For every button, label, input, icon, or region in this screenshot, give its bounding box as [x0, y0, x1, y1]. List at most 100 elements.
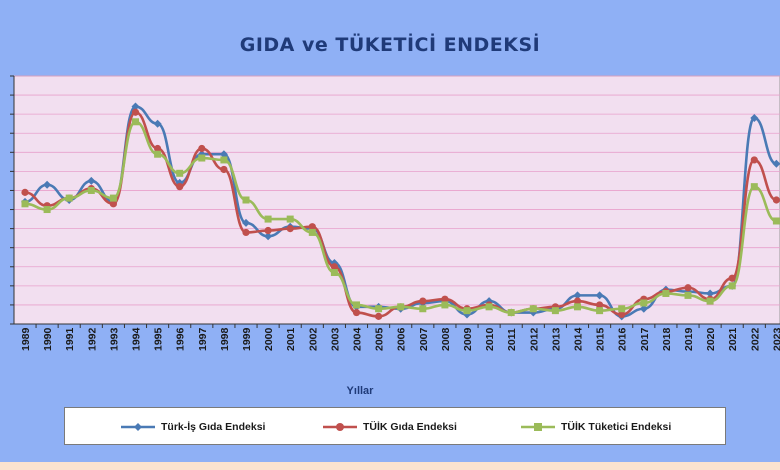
data-point [375, 305, 383, 313]
data-point [242, 228, 250, 237]
data-point [684, 284, 692, 292]
legend-item-tuik-tuketici: TÜİK Tüketici Endeksi [521, 419, 671, 435]
x-tick-label: 2007 [418, 327, 430, 351]
data-point [640, 299, 648, 307]
legend-line-tuik-tuketici [521, 423, 555, 431]
x-tick-label: 1991 [64, 327, 76, 351]
x-tick-label: 1990 [42, 327, 54, 351]
x-tick-label: 2010 [484, 327, 496, 351]
data-point [220, 156, 228, 164]
data-point [65, 194, 73, 202]
data-point [286, 225, 294, 233]
x-tick-label: 2003 [329, 327, 341, 351]
data-point [219, 150, 228, 159]
data-point [308, 228, 316, 236]
data-point [176, 169, 184, 177]
data-point [220, 165, 228, 174]
x-tick-label: 2013 [550, 327, 562, 351]
chart-title: GIDA ve TÜKETİCİ ENDEKSİ [239, 34, 541, 56]
x-tick-label: 2016 [617, 327, 629, 351]
data-point [242, 196, 250, 204]
x-tick-label: 1993 [108, 327, 120, 351]
data-point [573, 297, 582, 305]
data-point [441, 295, 449, 303]
legend: Türk-İş Gıda Endeksi TÜİK Gıda Endeksi T… [64, 407, 726, 445]
data-point [419, 297, 427, 305]
data-point [772, 159, 780, 168]
legend-label-tuik-gida: TÜİK Gıda Endeksi [363, 421, 457, 433]
data-point [750, 156, 758, 164]
legend-line-tuik-gida [323, 423, 357, 431]
data-point [353, 301, 360, 309]
x-tick-label: 2017 [639, 327, 651, 351]
x-tick-label: 1992 [86, 327, 98, 351]
data-point [87, 186, 95, 194]
data-point [176, 183, 184, 191]
x-tick-label: 2014 [573, 327, 585, 351]
data-point [352, 308, 361, 317]
data-point [441, 301, 449, 309]
x-tick-label: 2009 [462, 327, 474, 351]
data-point [87, 176, 96, 185]
x-tick-label: 2002 [307, 327, 319, 351]
legend-item-tuik-gida: TÜİK Gıda Endeksi [323, 419, 457, 435]
data-point [639, 304, 648, 313]
x-tick-label: 1989 [20, 327, 32, 351]
data-point [463, 307, 471, 315]
data-point [375, 312, 383, 320]
x-tick-label: 2011 [506, 328, 518, 351]
data-point [596, 301, 604, 309]
data-point [43, 206, 51, 214]
data-point [728, 274, 736, 282]
data-point [132, 118, 139, 126]
data-point [43, 180, 52, 189]
data-point [618, 310, 626, 319]
x-tick-label: 2020 [705, 327, 717, 351]
x-tick-label: 2001 [285, 327, 297, 351]
x-tick-label: 2012 [528, 327, 540, 351]
x-tick-label: 1998 [219, 327, 231, 351]
data-point [772, 196, 780, 204]
x-tick-label: 2018 [661, 327, 673, 351]
data-point [264, 232, 273, 241]
data-point [551, 307, 559, 315]
data-point [109, 194, 117, 202]
data-point [772, 217, 780, 225]
data-point [131, 108, 140, 116]
data-point [573, 291, 582, 300]
data-point [595, 291, 604, 300]
data-point [485, 303, 493, 311]
legend-label-turkis: Türk-İş Gıda Endeksi [161, 421, 266, 433]
data-point [154, 144, 162, 153]
data-point [308, 223, 316, 231]
data-point [109, 200, 117, 208]
x-tick-label: 2022 [749, 327, 761, 351]
data-point [154, 150, 162, 158]
data-point [728, 282, 736, 290]
data-point [21, 200, 29, 208]
data-point [21, 188, 29, 196]
data-point [330, 268, 338, 276]
x-tick-label: 1999 [241, 327, 253, 351]
data-point [507, 309, 515, 317]
x-tick-label: 2008 [440, 327, 452, 351]
data-point [153, 119, 162, 128]
x-tick-label: 1995 [153, 327, 165, 351]
x-tick-label: 2004 [352, 327, 364, 351]
data-point [750, 183, 758, 191]
data-point [618, 305, 626, 313]
data-point [706, 297, 714, 305]
chart-svg: 1989 1990 1991 1992 1993 1994 1995 1996 1997 1998… [10, 75, 780, 351]
data-point [198, 154, 206, 162]
data-point [330, 263, 338, 271]
x-tick-label: 2005 [374, 327, 386, 351]
data-point [397, 303, 405, 311]
data-point [198, 144, 206, 153]
data-point [264, 226, 272, 235]
data-point [662, 289, 670, 297]
data-point [286, 215, 294, 223]
data-point [131, 102, 140, 111]
data-point [574, 303, 581, 311]
legend-item-turkis: Türk-İş Gıda Endeksi [121, 419, 265, 435]
data-point [706, 289, 715, 298]
